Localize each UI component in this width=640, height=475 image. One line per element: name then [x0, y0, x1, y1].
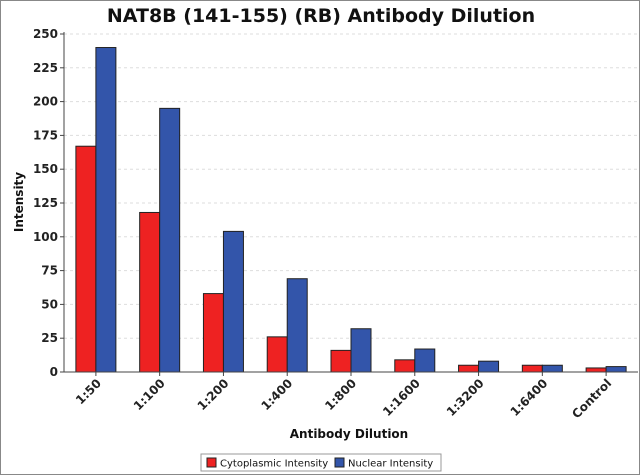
- bar-nuclear: [350, 328, 372, 373]
- bar-nuclear: [222, 230, 244, 373]
- legend-swatch: [206, 457, 217, 468]
- bar-nuclear: [605, 366, 627, 373]
- bar-cytoplasmic: [521, 364, 543, 373]
- y-tick-labels: 0 25 50 75 100 125 150 175 200 225 250: [33, 27, 58, 379]
- bar-nuclear: [541, 364, 563, 373]
- x-axis-label: Antibody Dilution: [290, 427, 408, 441]
- bar-cytoplasmic: [75, 145, 97, 373]
- y-tick-label: 250: [33, 27, 58, 41]
- legend-swatch: [334, 457, 345, 468]
- x-tick-labels: 1:50 1:100 1:200 1:400 1:800 1:1600 1:3200 1:64…: [73, 376, 614, 421]
- chart-title: NAT8B (141-155) (RB) Antibody Dilution: [107, 5, 535, 27]
- legend-label: Nuclear Intensity: [348, 459, 433, 470]
- x-tick-label: 1:400: [258, 376, 295, 413]
- x-tick-label: 1:1600: [380, 376, 423, 419]
- y-axis-label: Intensity: [12, 172, 26, 232]
- bar-cytoplasmic: [394, 359, 416, 373]
- x-tick-label: 1:3200: [444, 376, 487, 419]
- y-tick-label: 25: [41, 331, 58, 345]
- x-tick-label: 1:200: [195, 376, 232, 413]
- y-tick-label: 225: [33, 61, 58, 75]
- bar-cytoplasmic: [266, 336, 288, 373]
- bar-nuclear: [286, 278, 308, 373]
- bar-cytoplasmic: [458, 364, 480, 373]
- legend: Cytoplasmic Intensity Nuclear Intensity: [200, 453, 442, 472]
- bar-cytoplasmic: [585, 367, 607, 373]
- x-tick-label: Control: [569, 376, 614, 421]
- y-tick-label: 50: [41, 297, 58, 311]
- bar-cytoplasmic: [202, 293, 224, 373]
- x-tick-label: 1:100: [131, 376, 168, 413]
- bar-cytoplasmic: [139, 211, 161, 373]
- bar-nuclear: [95, 47, 117, 373]
- y-tick-label: 0: [50, 365, 58, 379]
- bar-nuclear: [478, 360, 500, 373]
- bar-nuclear: [159, 107, 181, 373]
- x-tick-label: 1:6400: [508, 376, 551, 419]
- legend-box: [200, 453, 442, 472]
- axes: [60, 32, 638, 376]
- bar-cytoplasmic: [330, 349, 352, 373]
- x-tick-label: 1:800: [322, 376, 359, 413]
- y-tick-label: 75: [41, 264, 58, 278]
- y-tick-label: 150: [33, 162, 58, 176]
- y-tick-label: 125: [33, 196, 58, 210]
- y-tick-label: 200: [33, 95, 58, 109]
- y-tick-label: 100: [33, 230, 58, 244]
- bar-nuclear: [414, 348, 436, 373]
- y-tick-label: 175: [33, 128, 58, 142]
- legend-label: Cytoplasmic Intensity: [220, 459, 328, 470]
- x-tick-label: 1:50: [73, 376, 104, 407]
- bars: [75, 47, 627, 373]
